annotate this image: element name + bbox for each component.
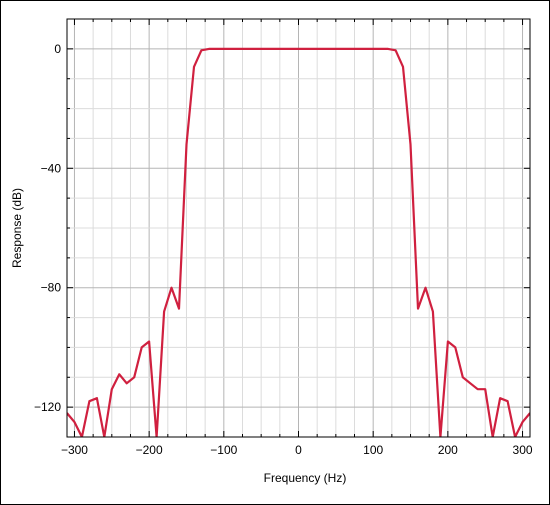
x-tick-label: −300 bbox=[61, 443, 88, 457]
axis-ticks: −300 −200 −100 0 100 200 300 0 −40 −80 −120 bbox=[34, 18, 533, 457]
series-layer bbox=[67, 47, 530, 437]
x-tick-label: 200 bbox=[438, 443, 458, 457]
y-tick-label: −80 bbox=[41, 281, 62, 295]
x-axis-label: Frequency (Hz) bbox=[264, 471, 347, 485]
x-tick-label: −200 bbox=[136, 443, 163, 457]
y-tick-label: −120 bbox=[34, 400, 61, 414]
y-axis-label: Response (dB) bbox=[10, 188, 24, 268]
x-tick-label: 300 bbox=[513, 443, 533, 457]
x-tick-label: 0 bbox=[295, 443, 302, 457]
response-line bbox=[67, 47, 530, 437]
x-tick-label: 100 bbox=[363, 443, 383, 457]
x-tick-label: −100 bbox=[210, 443, 237, 457]
y-tick-label: −40 bbox=[41, 161, 62, 175]
y-tick-label: 0 bbox=[54, 42, 61, 56]
